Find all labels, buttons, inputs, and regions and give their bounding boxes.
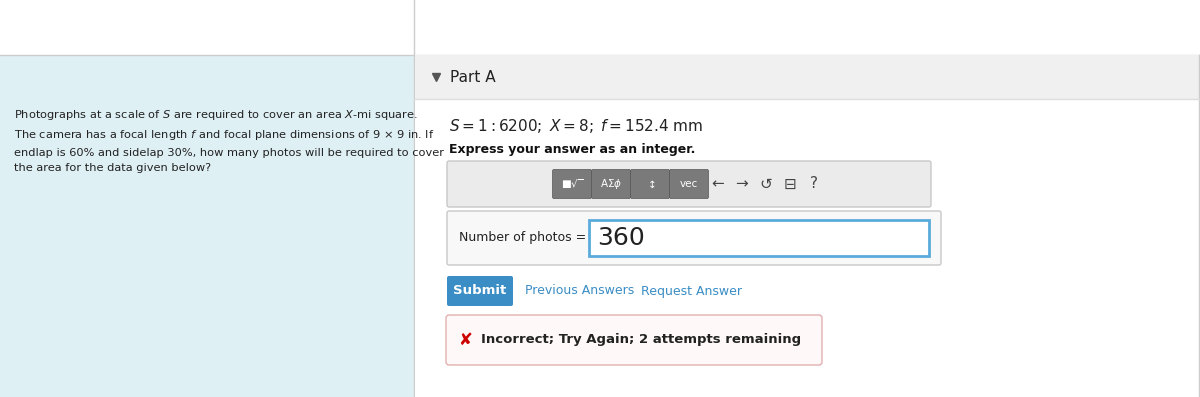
Text: →: → xyxy=(736,177,749,191)
Text: 360: 360 xyxy=(598,226,644,250)
FancyBboxPatch shape xyxy=(0,55,414,397)
Text: Request Answer: Request Answer xyxy=(641,285,742,297)
Text: Previous Answers: Previous Answers xyxy=(526,285,635,297)
Text: Number of photos =: Number of photos = xyxy=(458,231,587,245)
Text: ✘: ✘ xyxy=(460,331,473,349)
FancyBboxPatch shape xyxy=(589,220,929,256)
FancyBboxPatch shape xyxy=(0,0,1200,55)
Text: Incorrect; Try Again; 2 attempts remaining: Incorrect; Try Again; 2 attempts remaini… xyxy=(481,333,802,347)
Text: $\blacksquare\sqrt{\,}$: $\blacksquare\sqrt{\,}$ xyxy=(560,177,583,191)
FancyBboxPatch shape xyxy=(592,170,630,198)
Text: ?: ? xyxy=(810,177,818,191)
Text: ⊟: ⊟ xyxy=(784,177,797,191)
FancyBboxPatch shape xyxy=(446,315,822,365)
Text: Express your answer as an integer.: Express your answer as an integer. xyxy=(449,143,695,156)
FancyBboxPatch shape xyxy=(446,161,931,207)
Text: ↺: ↺ xyxy=(760,177,773,191)
FancyBboxPatch shape xyxy=(630,170,670,198)
FancyBboxPatch shape xyxy=(446,276,514,306)
Text: ←: ← xyxy=(712,177,725,191)
Text: vec: vec xyxy=(680,179,698,189)
Text: $S = 1 : 6200;\; X = 8;\; f = 152.4\;\mathrm{mm}$: $S = 1 : 6200;\; X = 8;\; f = 152.4\;\ma… xyxy=(449,117,703,135)
Text: Part A: Part A xyxy=(450,69,496,85)
FancyBboxPatch shape xyxy=(670,170,708,198)
FancyBboxPatch shape xyxy=(446,211,941,265)
FancyBboxPatch shape xyxy=(415,55,1200,99)
FancyBboxPatch shape xyxy=(415,99,1200,397)
Text: Photographs at a scale of $S$ are required to cover an area $\mathit{X}$-mi squa: Photographs at a scale of $S$ are requir… xyxy=(14,108,444,173)
Text: Submit: Submit xyxy=(454,285,506,297)
Text: $\updownarrow$: $\updownarrow$ xyxy=(644,178,655,190)
Text: A$\Sigma\phi$: A$\Sigma\phi$ xyxy=(600,177,622,191)
FancyBboxPatch shape xyxy=(552,170,592,198)
